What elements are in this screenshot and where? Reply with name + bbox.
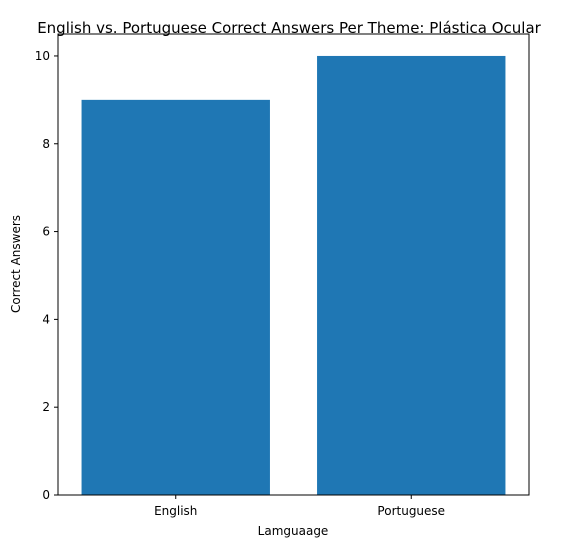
y-axis-label: Correct Answers (9, 215, 23, 313)
y-tick-label: 4 (42, 312, 50, 326)
y-tick-label: 0 (42, 488, 50, 502)
y-tick-label: 8 (42, 137, 50, 151)
x-axis: English Portuguese (154, 495, 445, 518)
bar-english (82, 100, 270, 495)
y-tick-label: 6 (42, 225, 50, 239)
plot-area (82, 56, 506, 495)
x-tick-label: English (154, 504, 197, 518)
y-tick-label: 2 (42, 400, 50, 414)
y-tick-label: 10 (35, 49, 50, 63)
x-tick-label: Portuguese (377, 504, 445, 518)
bar-portuguese (317, 56, 505, 495)
x-axis-label: Lamguaage (258, 524, 329, 538)
y-axis: 0 2 4 6 8 10 (35, 49, 58, 502)
